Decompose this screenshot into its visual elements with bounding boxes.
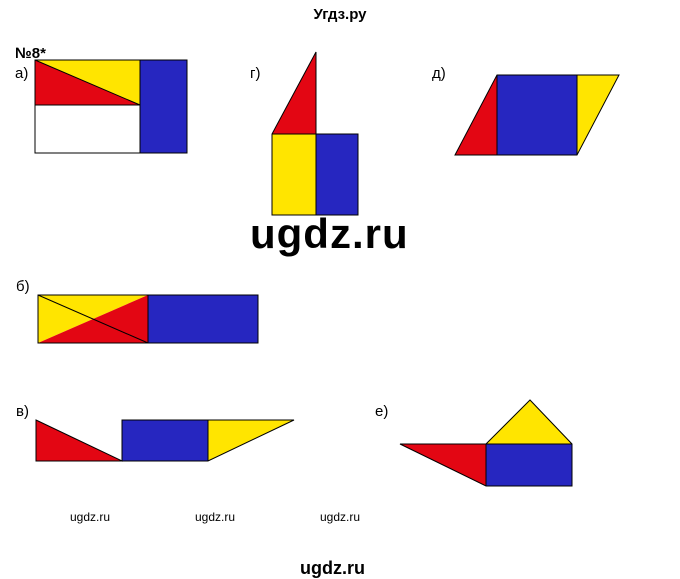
blue-rect [122,420,208,461]
watermark-small-1: ugdz.ru [70,510,110,524]
label-b: б) [16,278,30,295]
label-v: в) [16,403,29,420]
figure-e [400,400,580,492]
yellow-triangle [486,400,572,444]
figure-g [272,52,367,222]
watermark-small-2: ugdz.ru [195,510,235,524]
watermark-small-3: ugdz.ru [320,510,360,524]
figure-b [38,295,266,350]
blue-rect [486,444,572,486]
figure-v [36,420,301,468]
site-header: Угдз.ру [0,0,680,23]
blue-rect [497,75,577,155]
label-e: е) [375,403,388,420]
blue-rect [140,60,187,153]
label-g: г) [250,65,260,82]
label-d: д) [432,65,446,82]
blue-rect [316,134,358,215]
watermark-footer: ugdz.ru [300,558,365,579]
figure-a [35,60,195,160]
figure-d [455,75,625,163]
label-a: а) [15,65,28,82]
yellow-triangle [272,134,316,215]
blue-rect [148,295,258,343]
